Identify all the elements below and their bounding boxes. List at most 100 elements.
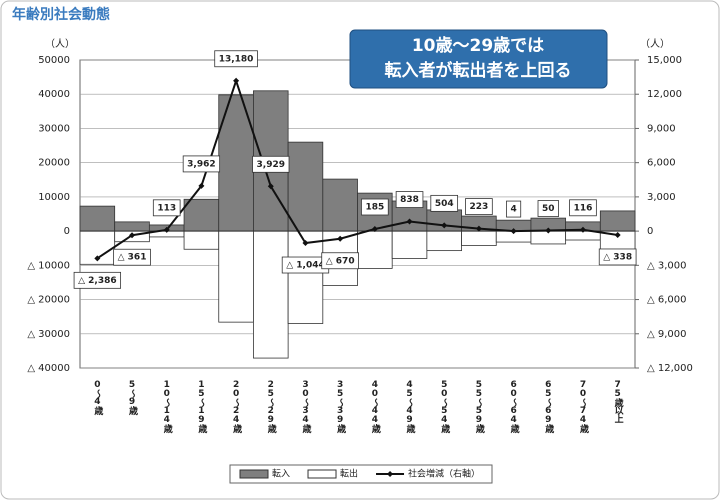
- line-point: [614, 231, 621, 238]
- annotation-box: [349, 29, 608, 89]
- x-tick-label: 25～29歳: [266, 380, 278, 434]
- bar: [426, 230, 462, 252]
- x-tick-label: 40～44歳: [370, 380, 382, 434]
- legend-label: 転入: [272, 469, 290, 480]
- bar: [461, 230, 497, 246]
- y-tick-label: △ 30000: [27, 329, 70, 340]
- y2-tick-label: △ 9,000: [647, 329, 687, 340]
- line-point: [337, 235, 344, 242]
- y-tick-label: △ 10000: [27, 260, 70, 271]
- data-label: 50: [542, 204, 555, 214]
- data-label: 3,929: [257, 160, 285, 170]
- data-label-group: 113: [152, 199, 181, 217]
- y2-tick-label: 9,000: [647, 123, 676, 134]
- line-point: [129, 232, 136, 239]
- data-label-box: [214, 50, 258, 68]
- line-point: [371, 226, 378, 233]
- y-tick-label: △ 20000: [27, 295, 70, 306]
- data-label-group: 4: [506, 200, 522, 218]
- data-label: △ 361: [118, 253, 147, 263]
- line-point: [233, 77, 240, 84]
- x-tick-label: 0～4歳: [92, 380, 104, 416]
- data-label-box: [465, 198, 493, 215]
- line-point: [510, 228, 517, 235]
- y-tick-label: 50000: [38, 55, 70, 66]
- bar: [218, 230, 254, 323]
- x-tick-label: 75歳以上: [613, 380, 625, 423]
- y-tick-label: 10000: [38, 192, 70, 203]
- y2-tick-label: △ 6,000: [647, 295, 687, 306]
- x-tick-label: 30～34歳: [300, 380, 312, 434]
- line-point: [163, 226, 170, 233]
- y2-tick-label: △ 3,000: [647, 260, 687, 271]
- y-tick-label: 0: [64, 226, 70, 237]
- data-label-box: [73, 271, 122, 289]
- line-point: [302, 240, 309, 247]
- bar: [599, 210, 636, 232]
- line-point: [545, 227, 552, 234]
- bar: [322, 178, 358, 232]
- data-label-group: 13,180: [214, 50, 258, 68]
- y-tick-label: 30000: [38, 123, 70, 134]
- legend-marker: [387, 471, 394, 477]
- data-label: 13,180: [219, 54, 254, 64]
- legend-swatch: [307, 469, 337, 479]
- bar: [79, 205, 116, 232]
- data-label-box: [252, 155, 290, 173]
- data-label: 838: [400, 195, 419, 205]
- y-tick-label: △ 40000: [27, 363, 70, 374]
- data-label-group: △ 361: [113, 248, 151, 266]
- line: [96, 77, 618, 260]
- bar: [287, 141, 324, 232]
- data-label-group: △ 2,386: [73, 271, 122, 289]
- line-point: [406, 218, 413, 225]
- data-label-group: △ 670: [321, 252, 359, 270]
- data-label: △ 338: [603, 252, 632, 262]
- line-point: [94, 255, 101, 262]
- x-tick-label: 20～24歳: [231, 380, 243, 434]
- data-label: 185: [365, 203, 384, 213]
- y2-unit: （人）: [640, 38, 670, 50]
- data-label-box: [361, 198, 389, 216]
- line-point: [198, 182, 205, 189]
- y2-tick-label: 15,000: [647, 55, 682, 66]
- data-label-box: [395, 191, 424, 208]
- bar: [253, 230, 289, 359]
- data-label-group: 504: [430, 194, 459, 212]
- data-label-box: [321, 252, 359, 270]
- bar: [357, 230, 393, 269]
- legend-swatch: [239, 469, 269, 479]
- bar: [114, 221, 150, 232]
- data-label-group: 838: [395, 191, 424, 208]
- data-label: △ 2,386: [78, 276, 117, 286]
- data-label-box: [152, 199, 181, 217]
- x-tick-label: 5～9歳: [127, 380, 139, 416]
- annotation-text: 転入者が転出者を上回る: [385, 60, 572, 81]
- y2-tick-label: △ 12,000: [647, 363, 693, 374]
- data-label: △ 670: [326, 256, 355, 266]
- data-label-group: 223: [465, 198, 493, 215]
- data-label: 113: [157, 203, 176, 213]
- x-tick-label: 45～49歳: [405, 380, 417, 434]
- data-label-box: [506, 200, 522, 218]
- data-label-group: 50: [537, 200, 559, 217]
- bar: [391, 230, 428, 259]
- legend-label: 社会増減（右軸）: [408, 468, 480, 480]
- x-tick-label: 10～14歳: [162, 380, 174, 434]
- data-label-group: 3,929: [252, 155, 290, 173]
- data-label: 504: [435, 199, 454, 209]
- chart-title: 年齢別社会動態: [12, 6, 110, 23]
- x-tick-label: 60～64歳: [509, 380, 521, 434]
- bar: [183, 230, 220, 250]
- bar: [183, 198, 220, 232]
- data-label-group: 116: [569, 199, 597, 217]
- annotation-text: 10歳～29歳では: [412, 35, 544, 56]
- data-label-group: △ 338: [598, 248, 637, 266]
- x-tick-label: 15～19歳: [196, 380, 208, 434]
- line-point: [475, 225, 482, 232]
- x-tick-label: 70～74歳: [578, 380, 590, 434]
- legend-box: [229, 464, 493, 484]
- line-point: [267, 183, 274, 190]
- y-tick-label: 40000: [38, 89, 70, 100]
